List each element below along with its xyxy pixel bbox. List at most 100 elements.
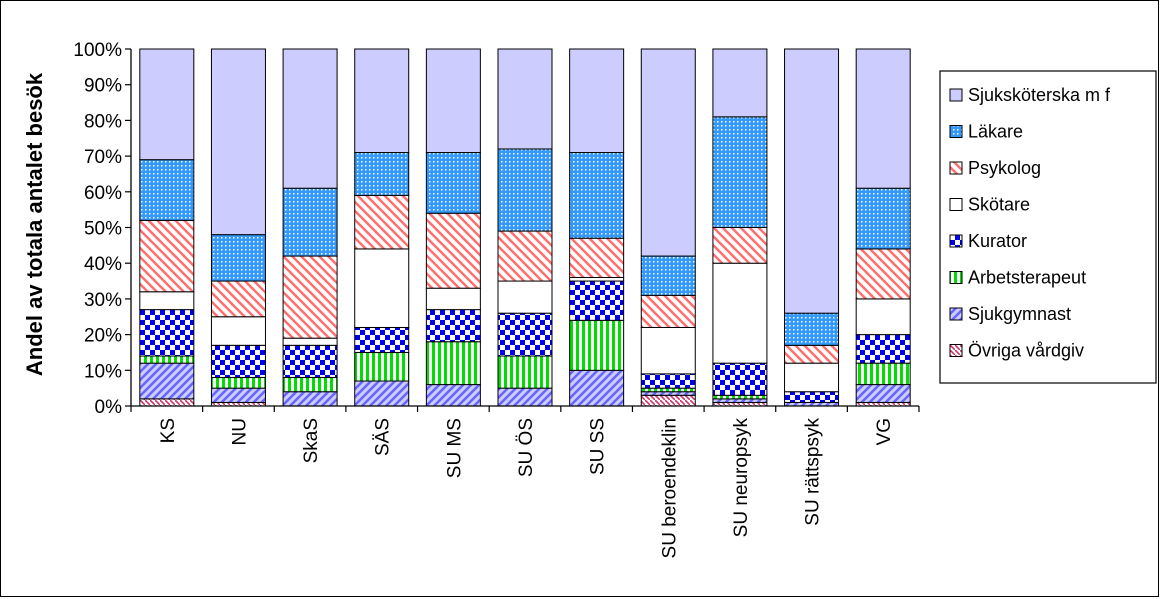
x-tick-label: VG (874, 418, 895, 445)
bar-segment (712, 48, 768, 118)
bar-segment (139, 398, 195, 407)
bar-segment (855, 248, 911, 300)
legend-swatch (949, 198, 963, 211)
bar-segment (497, 230, 553, 282)
bar-stack (282, 48, 338, 407)
bar-segment (784, 344, 840, 364)
y-tick-label: 10% (84, 361, 122, 382)
bar-segment (640, 255, 696, 296)
bar-segment (425, 212, 481, 289)
bar-segment (784, 48, 840, 314)
bar-stack (139, 48, 195, 407)
legend-label: Övriga vårdgiv (968, 341, 1084, 361)
bar-segment (855, 298, 911, 336)
bar-segment (497, 387, 553, 407)
bar-segment (282, 391, 338, 407)
bar-segment (640, 373, 696, 389)
legend-label: Läkare (968, 122, 1023, 142)
bar-stack (712, 48, 768, 407)
legend-swatch (949, 271, 963, 284)
legend-swatch (949, 234, 963, 248)
bar-segment (139, 291, 195, 311)
bar-segment (712, 394, 768, 400)
bar-segment (855, 362, 911, 386)
y-tick-label: 40% (84, 254, 122, 275)
bar-segment (354, 380, 410, 407)
bar-segment (139, 48, 195, 161)
bar-segment (855, 334, 911, 364)
bar-segment (712, 362, 768, 396)
legend-label: Kurator (968, 231, 1027, 251)
legend-label: Arbetsterapeut (968, 268, 1086, 288)
y-tick-label: 50% (84, 219, 122, 240)
bar-segment (640, 48, 696, 257)
bar-segment (784, 312, 840, 346)
bar-stack (497, 48, 553, 407)
x-tick-label: SU SS (588, 418, 609, 475)
bar-segment (210, 316, 266, 346)
bar-stack (855, 48, 911, 407)
bar-segment (282, 187, 338, 257)
x-tick-label: SU neuropsyk (731, 418, 752, 538)
x-tick-label: SU MS (444, 418, 465, 478)
y-tick-label: 100% (73, 40, 122, 61)
x-tick-label: SU ÖS (516, 418, 537, 477)
bar-segment (425, 152, 481, 214)
bar-segment (569, 48, 625, 154)
bar-segment (640, 387, 696, 393)
bar-segment (139, 219, 195, 293)
legend-label: Skötare (968, 195, 1030, 215)
y-tick-label: 70% (84, 147, 122, 168)
bar-stack (210, 48, 266, 407)
bar-segment (210, 387, 266, 403)
bar-segment (712, 227, 768, 264)
bar-segment (282, 344, 338, 378)
bar-segment (354, 48, 410, 154)
bar-segment (425, 287, 481, 311)
x-tick-label: SkaS (301, 418, 322, 463)
bar-segment (425, 309, 481, 343)
bar-segment (425, 341, 481, 386)
bar-segment (640, 391, 696, 396)
bar-segment (139, 355, 195, 364)
bar-segment (497, 312, 553, 357)
bar-segment (569, 369, 625, 407)
bar-segment (640, 294, 696, 328)
legend-swatch (949, 125, 963, 138)
x-tick-label: SÄS (373, 418, 394, 456)
bar-segment (497, 280, 553, 314)
bar-segment (497, 355, 553, 389)
bar-segment (210, 376, 266, 389)
x-tick-label: NU (229, 418, 250, 445)
y-tick-label: 20% (84, 326, 122, 347)
y-tick-label: 60% (84, 183, 122, 204)
bar-segment (210, 280, 266, 318)
y-tick-label: 80% (84, 111, 122, 132)
bar-segment (425, 48, 481, 154)
bar-segment (354, 351, 410, 382)
bar-segment (784, 362, 840, 393)
bar-stack (784, 48, 840, 407)
bar-segment (855, 384, 911, 403)
y-tick-label: 90% (84, 76, 122, 97)
bar-stack (569, 48, 625, 407)
bar-segment (640, 326, 696, 375)
bar-segment (855, 187, 911, 250)
bar-segment (282, 255, 338, 339)
bar-segment (354, 326, 410, 353)
bar-stack (425, 48, 481, 407)
y-tick-label: 0% (95, 397, 123, 418)
bar-segment (425, 384, 481, 407)
y-tick-label: 30% (84, 290, 122, 311)
x-tick-label: KS (158, 418, 179, 443)
bar-segment (569, 152, 625, 239)
bar-segment (712, 262, 768, 364)
bar-segment (354, 248, 410, 328)
bar-segment (712, 116, 768, 228)
bar-segment (282, 337, 338, 346)
legend-swatch (949, 88, 963, 102)
legend-swatch (949, 307, 963, 321)
bar-segment (282, 48, 338, 189)
